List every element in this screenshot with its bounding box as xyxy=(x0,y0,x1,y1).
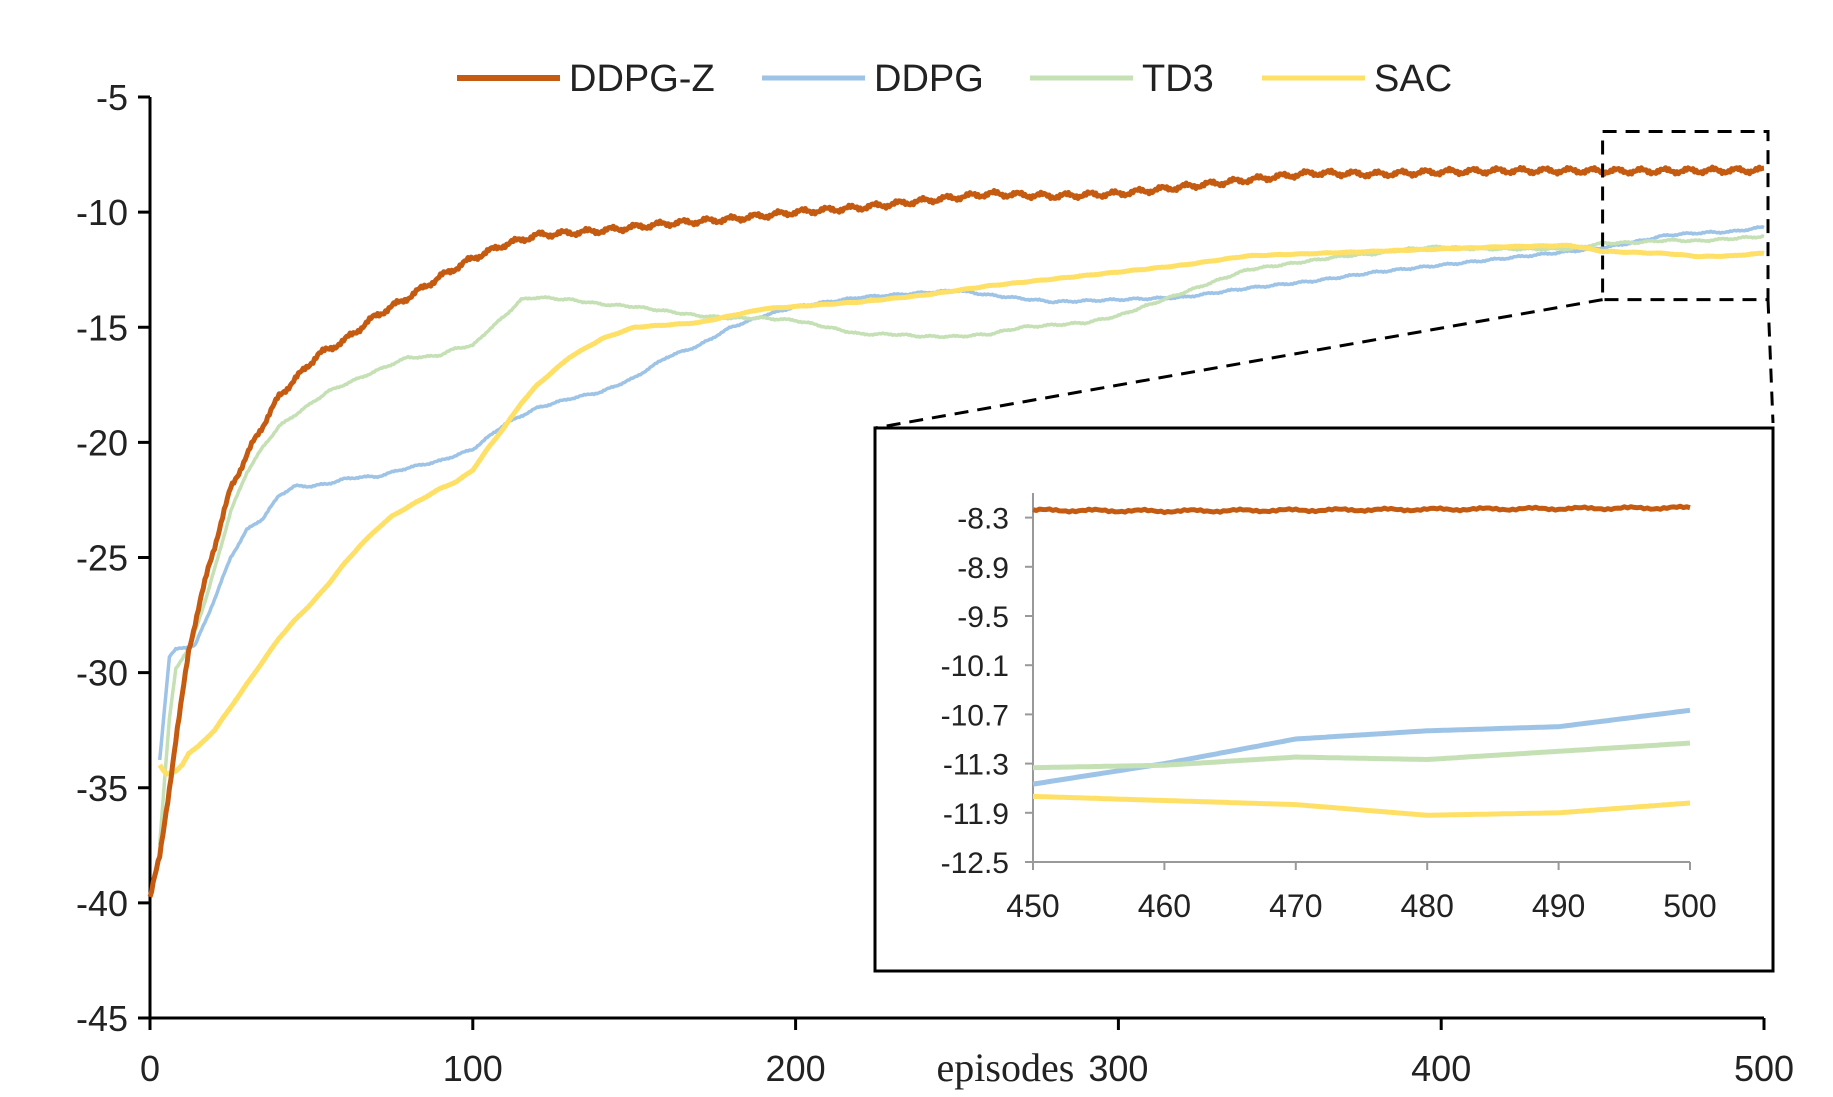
y-tick-label: -5 xyxy=(96,77,128,118)
series-line-sac xyxy=(157,242,1765,777)
main-series-group xyxy=(147,164,1765,898)
x-axis-label: episodes xyxy=(937,1045,1075,1090)
inset-y-tick-label: -12.5 xyxy=(941,847,1009,880)
legend-label-ddpg-z: DDPG-Z xyxy=(569,58,715,100)
x-tick-label: 300 xyxy=(1088,1048,1148,1089)
x-tick-label: 500 xyxy=(1734,1048,1794,1089)
x-tick-label: 200 xyxy=(766,1048,826,1089)
y-tick-label: -35 xyxy=(76,768,128,809)
x-tick-label: 0 xyxy=(140,1048,160,1089)
inset-y-tick-label: -8.3 xyxy=(957,503,1009,536)
inset-y-tick-label: -9.5 xyxy=(957,601,1009,634)
inset-x-tick-label: 480 xyxy=(1401,888,1454,924)
inset-y-tick-label: -10.7 xyxy=(941,699,1009,732)
inset-x-tick-label: 450 xyxy=(1006,888,1059,924)
inset-series-line-ddpg-z xyxy=(1032,503,1691,516)
inset-y-tick-label: -11.3 xyxy=(943,749,1009,782)
main-axes: -5 -10 -15 -20 -25 -30 -35 -40 -45 0 100 200 300 400 5… xyxy=(76,77,1794,1090)
x-tick-label: 100 xyxy=(443,1048,503,1089)
inset-y-tick-label: -10.1 xyxy=(941,650,1009,683)
inset-y-tick-label: -11.9 xyxy=(943,798,1009,831)
y-tick-label: -30 xyxy=(76,653,128,694)
x-tick-label: 400 xyxy=(1411,1048,1471,1089)
inset-x-tick-label: 470 xyxy=(1269,888,1322,924)
legend: DDPG-Z DDPG TD3 SAC xyxy=(457,58,1452,100)
series-line-ddpg-z xyxy=(147,164,1765,898)
legend-label-td3: TD3 xyxy=(1142,58,1214,100)
legend-label-ddpg: DDPG xyxy=(874,58,984,100)
y-tick-label: -10 xyxy=(76,192,128,233)
inset-x-tick-label: 460 xyxy=(1138,888,1191,924)
y-tick-label: -25 xyxy=(76,538,128,579)
y-tick-label: -45 xyxy=(76,998,128,1039)
series-line-td3 xyxy=(157,234,1765,846)
inset-x-tick-label: 500 xyxy=(1663,888,1716,924)
y-tick-label: -15 xyxy=(76,307,128,348)
inset-frame xyxy=(873,426,1775,973)
zoom-connector-left xyxy=(874,298,1603,430)
inset-x-tick-label: 490 xyxy=(1532,888,1585,924)
inset-y-tick-label: -8.9 xyxy=(957,552,1009,585)
inset-chart: -8.3 -8.9 -9.5 -10.1 -10.7 -11.3 -11.9 -12.5 450… xyxy=(873,426,1775,973)
zoom-indicator xyxy=(874,130,1775,430)
zoom-connector-right xyxy=(1766,299,1775,424)
y-tick-label: -20 xyxy=(76,422,128,463)
inset-series-line-td3 xyxy=(1032,740,1691,771)
y-tick-label: -40 xyxy=(76,883,128,924)
inset-series-line-sac xyxy=(1032,793,1691,818)
zoom-window-rect xyxy=(1601,130,1770,302)
legend-label-sac: SAC xyxy=(1374,58,1452,100)
